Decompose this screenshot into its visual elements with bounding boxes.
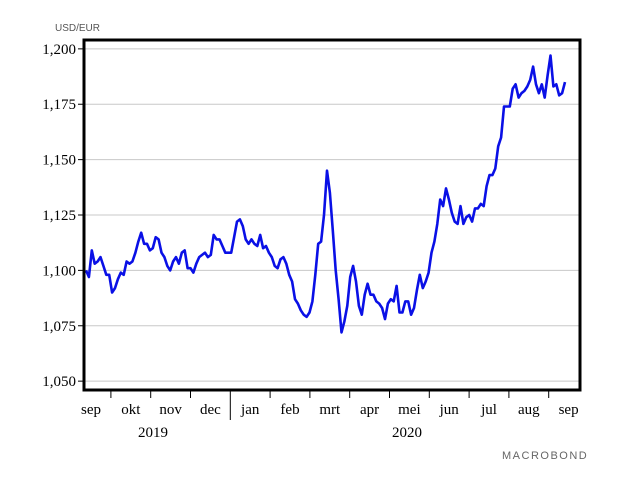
unit-label: USD/EUR	[55, 23, 100, 34]
x-tick-label: okt	[121, 402, 141, 418]
x-tick-label: jun	[439, 402, 460, 418]
year-label: 2019	[138, 425, 168, 441]
x-tick-label: feb	[280, 402, 299, 418]
price-line	[84, 54, 567, 334]
x-tick-label: nov	[159, 402, 182, 418]
y-tick-label: 1,100	[42, 263, 76, 279]
plot-frame	[82, 38, 582, 392]
x-tick-label: jan	[240, 402, 260, 418]
x-tick-label: dec	[200, 402, 221, 418]
y-tick-label: 1,050	[42, 374, 76, 390]
x-tick-label: mrt	[319, 402, 341, 418]
y-tick-label: 1,175	[42, 97, 76, 113]
x-tick-label: sep	[559, 402, 579, 418]
x-tick-label: sep	[81, 402, 101, 418]
y-tick-label: 1,075	[42, 319, 76, 335]
y-tick-label: 1,150	[42, 153, 76, 169]
y-tick-label: 1,200	[42, 42, 76, 58]
x-tick-label: jul	[480, 402, 497, 418]
y-tick-label: 1,125	[42, 208, 76, 224]
x-tick-label: apr	[360, 402, 379, 418]
x-tick-label: mei	[398, 402, 421, 418]
year-label: 2020	[392, 425, 422, 441]
x-tick-label: aug	[518, 402, 540, 418]
source-label: MACROBOND	[502, 450, 588, 462]
